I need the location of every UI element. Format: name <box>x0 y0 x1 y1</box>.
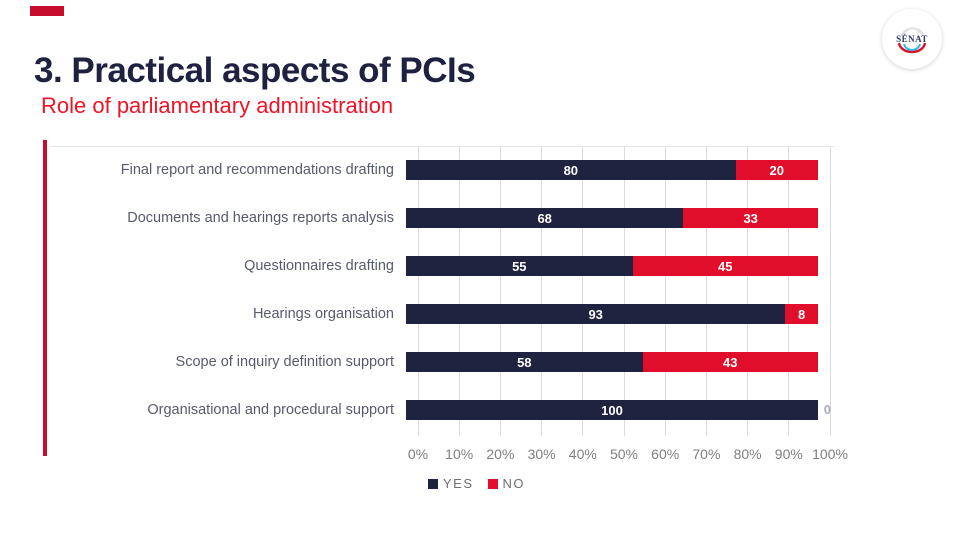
data-label-no: 33 <box>743 210 758 226</box>
legend-label-no: NO <box>502 476 526 491</box>
bar-segment-yes: 93 <box>406 304 786 324</box>
legend-swatch-no-icon <box>487 478 498 489</box>
bar-row: Questionnaires drafting 55 45 <box>50 242 830 290</box>
bar-segment-yes: 80 <box>406 160 736 180</box>
category-label: Scope of inquiry definition support <box>175 353 394 370</box>
x-axis-tick-label: 80% <box>733 446 762 462</box>
bar-segment-yes: 55 <box>406 256 633 276</box>
x-axis-tick-label: 30% <box>527 446 556 462</box>
x-axis-tick-label: 60% <box>651 446 680 462</box>
senat-logo-icon: SÉNAT <box>883 10 941 68</box>
data-label-yes: 100 <box>601 402 623 418</box>
chart-top-border <box>50 146 835 147</box>
category-label: Organisational and procedural support <box>147 401 394 418</box>
bar-row: Scope of inquiry definition support 58 4… <box>50 338 830 386</box>
bar-row: Documents and hearings reports analysis … <box>50 194 830 242</box>
senat-logo: SÉNAT <box>882 9 942 69</box>
x-axis-tick-label: 50% <box>609 446 639 462</box>
data-label-yes: 80 <box>563 162 579 178</box>
bar-track: 55 45 <box>406 256 818 276</box>
legend-label-yes: YES <box>443 476 474 491</box>
bar-segment-no: 43 <box>642 352 818 372</box>
x-axis-tick-label: 10% <box>445 446 474 462</box>
x-axis-tick-label: 100% <box>812 446 848 462</box>
data-label-no: 45 <box>718 258 733 274</box>
data-label-yes: 68 <box>537 210 552 226</box>
bar-row: Final report and recommendations draftin… <box>50 146 830 194</box>
x-axis: 0% 10% 20% 30% 40% 50% 60% 70% 80% 90% 100% <box>408 446 848 464</box>
slide-subtitle: Role of parliamentary administration <box>41 93 394 118</box>
legend-item-no: NO <box>487 476 526 491</box>
data-label-yes: 93 <box>588 306 603 322</box>
legend-swatch-yes-icon <box>428 478 438 489</box>
bar-segment-no: 8 <box>785 304 818 324</box>
senat-logo-text: SÉNAT <box>896 34 928 44</box>
x-axis-tick-label: 0% <box>407 446 429 462</box>
bar-segment-yes: 68 <box>406 208 684 228</box>
category-label: Final report and recommendations draftin… <box>120 161 394 178</box>
data-label-no: 8 <box>798 306 806 322</box>
bar-segment-yes: 100 <box>406 400 818 420</box>
chart-left-accent-line <box>43 140 47 456</box>
bar-track: 68 33 <box>406 208 818 228</box>
data-label-yes: 55 <box>512 258 527 274</box>
chart-legend: YES NO <box>428 476 525 491</box>
bar-segment-no: 33 <box>683 208 818 228</box>
x-axis-tick-label: 40% <box>568 446 597 462</box>
bar-segment-yes: 58 <box>406 352 643 372</box>
x-axis-tick-label: 90% <box>774 446 803 462</box>
bar-segment-no: 20 <box>735 160 818 180</box>
legend-item-yes: YES <box>428 476 474 491</box>
bar-row: Hearings organisation 93 8 <box>50 290 830 338</box>
category-label: Questionnaires drafting <box>244 257 394 274</box>
category-label: Documents and hearings reports analysis <box>127 209 394 226</box>
bar-track: 93 8 <box>406 304 818 324</box>
category-label: Hearings organisation <box>252 305 394 322</box>
bar-track: 80 20 <box>406 160 818 180</box>
bar-track: 58 43 <box>406 352 818 372</box>
data-label-no: 43 <box>723 354 738 370</box>
top-left-red-accent <box>30 6 64 16</box>
bar-segment-no: 45 <box>632 256 818 276</box>
bar-row: Organisational and procedural support 10… <box>50 386 831 434</box>
x-axis-tick-label: 20% <box>486 446 515 462</box>
slide-title: 3. Practical aspects of PCIs <box>34 51 476 91</box>
data-label-yes: 58 <box>517 354 532 370</box>
x-axis-tick-label: 70% <box>692 446 721 462</box>
bar-track: 100 0 0 <box>406 400 831 420</box>
data-label-zero: 0 <box>823 402 831 417</box>
data-label-no: 20 <box>769 162 785 178</box>
bar-chart: Final report and recommendations draftin… <box>50 146 831 434</box>
